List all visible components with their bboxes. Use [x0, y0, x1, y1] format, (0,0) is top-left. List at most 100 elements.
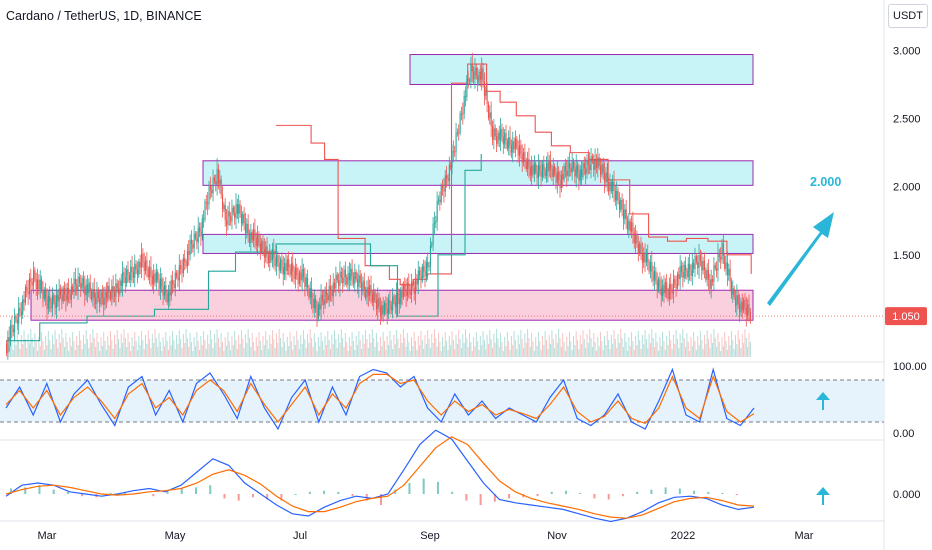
- volume-bar: [655, 333, 657, 357]
- volume-bar: [180, 339, 182, 357]
- candle-body: [481, 68, 483, 80]
- volume-bar: [745, 338, 747, 357]
- volume-bar: [227, 332, 229, 357]
- volume-bar: [693, 332, 695, 357]
- candle-body: [298, 272, 301, 284]
- candle-body: [714, 265, 716, 269]
- volume-bar: [578, 349, 580, 357]
- candle-body: [725, 262, 727, 269]
- volume-bar: [169, 336, 171, 357]
- candle-body: [254, 229, 256, 238]
- candle-body: [455, 132, 457, 152]
- candle-body: [567, 162, 569, 176]
- price-tick-label: 3.000: [893, 45, 921, 57]
- volume-bar: [679, 334, 681, 357]
- candle-body: [466, 79, 468, 98]
- candle-body: [674, 279, 676, 284]
- candle-body: [307, 277, 309, 288]
- volume-bar: [440, 351, 442, 357]
- candle-body: [348, 272, 350, 281]
- volume-bar: [554, 348, 556, 357]
- currency-button[interactable]: USDT: [888, 4, 928, 28]
- volume-bar: [331, 335, 333, 357]
- candle-body: [741, 301, 743, 311]
- volume-bar: [451, 331, 453, 357]
- candle-body: [266, 246, 268, 255]
- candle-body: [271, 249, 274, 261]
- candle-body: [177, 276, 179, 281]
- volume-bar: [627, 351, 628, 357]
- candle-body: [45, 289, 47, 300]
- volume-bar: [598, 346, 600, 357]
- candle-body: [720, 256, 722, 260]
- volume-bar: [658, 351, 660, 357]
- candle-body: [334, 282, 336, 289]
- volume-bar: [559, 338, 561, 357]
- volume-bar: [509, 350, 511, 357]
- volume-bar: [574, 345, 576, 357]
- volume-bar: [58, 334, 60, 357]
- candle-body: [80, 282, 82, 289]
- candle-body: [570, 167, 572, 173]
- candle-body: [629, 221, 631, 232]
- volume-bar: [697, 336, 699, 357]
- macd-histogram-bar: [579, 492, 582, 494]
- volume-bar: [263, 345, 265, 357]
- candle-body: [713, 265, 715, 282]
- volume-bar: [271, 330, 273, 357]
- candle-body: [404, 284, 406, 291]
- candle-body: [640, 243, 642, 254]
- candle-body: [27, 290, 29, 295]
- volume-bar: [577, 340, 579, 357]
- candle-body: [259, 243, 261, 252]
- volume-bar: [632, 341, 634, 357]
- candle-body: [261, 240, 263, 252]
- volume-bar: [254, 351, 256, 357]
- macd-histogram-bar: [323, 490, 326, 494]
- candle-body: [292, 263, 294, 272]
- volume-bar: [564, 351, 566, 357]
- candle-body: [521, 153, 523, 163]
- volume-bar: [512, 345, 514, 357]
- volume-bar: [375, 333, 377, 357]
- candle-body: [405, 290, 407, 297]
- volume-bar: [149, 339, 151, 357]
- candle-body: [541, 163, 544, 178]
- volume-bar: [81, 349, 83, 357]
- candle-body: [153, 273, 155, 285]
- candle-body: [16, 320, 18, 324]
- volume-bar: [601, 341, 603, 357]
- volume-bar: [371, 329, 373, 357]
- candle-body: [265, 246, 267, 258]
- volume-bar: [590, 338, 592, 357]
- volume-bar: [57, 348, 59, 357]
- candle-body: [289, 267, 291, 275]
- volume-bar: [311, 338, 313, 357]
- candle-body: [146, 260, 148, 269]
- candle-body: [251, 232, 253, 241]
- volume-bar: [282, 333, 284, 357]
- volume-bar: [610, 335, 612, 357]
- volume-bar: [681, 343, 682, 357]
- volume-bar: [398, 348, 400, 357]
- candle-body: [18, 307, 20, 324]
- volume-bar: [741, 334, 743, 357]
- volume-bar: [448, 336, 450, 357]
- candle-body: [6, 343, 8, 353]
- volume-bar: [663, 341, 665, 357]
- candle-body: [527, 158, 529, 170]
- volume-bar: [379, 337, 381, 357]
- volume-bar: [286, 337, 288, 357]
- volume-bar: [158, 333, 160, 357]
- volume-bar: [483, 340, 485, 357]
- candle-body: [269, 252, 271, 263]
- candle-body: [658, 279, 660, 291]
- candle-body: [355, 272, 357, 280]
- volume-bar: [726, 350, 728, 357]
- volume-bar: [716, 347, 718, 357]
- candle-body: [667, 290, 669, 299]
- volume-bar: [196, 332, 198, 357]
- price-zone: [202, 233, 754, 254]
- volume-bar: [585, 348, 587, 357]
